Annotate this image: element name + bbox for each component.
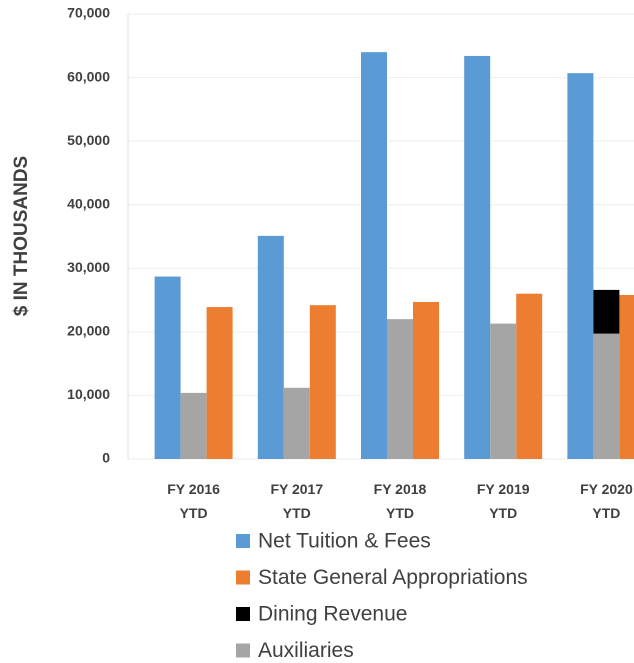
bar [180,392,207,459]
y-axis-label: $ IN THOUSANDS [11,156,32,316]
bar [283,387,310,459]
bar [490,323,517,459]
bar [387,319,413,459]
bar [516,293,543,459]
y-tick-label: 40,000 [67,195,110,211]
x-tick-label: FY 2016 YTD [167,481,220,521]
bar [206,307,233,459]
y-tick-label: 10,000 [67,386,110,402]
legend-swatch [236,607,250,621]
bar [413,301,439,459]
legend-swatch [236,643,250,658]
x-tick-label: FY 2018 YTD [374,481,427,521]
bar [567,73,594,459]
y-tick-label: 60,000 [67,68,110,84]
bar [361,52,387,460]
bar [464,55,491,459]
bar [619,294,634,459]
y-tick-label: 70,000 [67,5,110,21]
legend-label: Auxiliaries [258,639,354,662]
legend-label: Dining Revenue [258,603,407,626]
legend-swatch [236,534,250,548]
y-tick-label: 30,000 [67,259,110,275]
bar [257,235,284,459]
y-tick-label: 50,000 [67,132,110,148]
y-tick-label: 0 [102,450,110,466]
bar [309,305,336,459]
legend-label: State General Appropriations [258,566,528,589]
bar [154,276,181,459]
bar [593,289,620,334]
bar [593,333,620,459]
x-tick-label: FY 2019 YTD [477,481,530,521]
x-tick-label: FY 2017 YTD [270,481,323,521]
x-tick-label: FY 2020 YTD [580,481,633,521]
legend-label: Net Tuition & Fees [258,530,431,553]
legend-swatch [236,570,250,585]
y-tick-label: 20,000 [67,323,110,339]
